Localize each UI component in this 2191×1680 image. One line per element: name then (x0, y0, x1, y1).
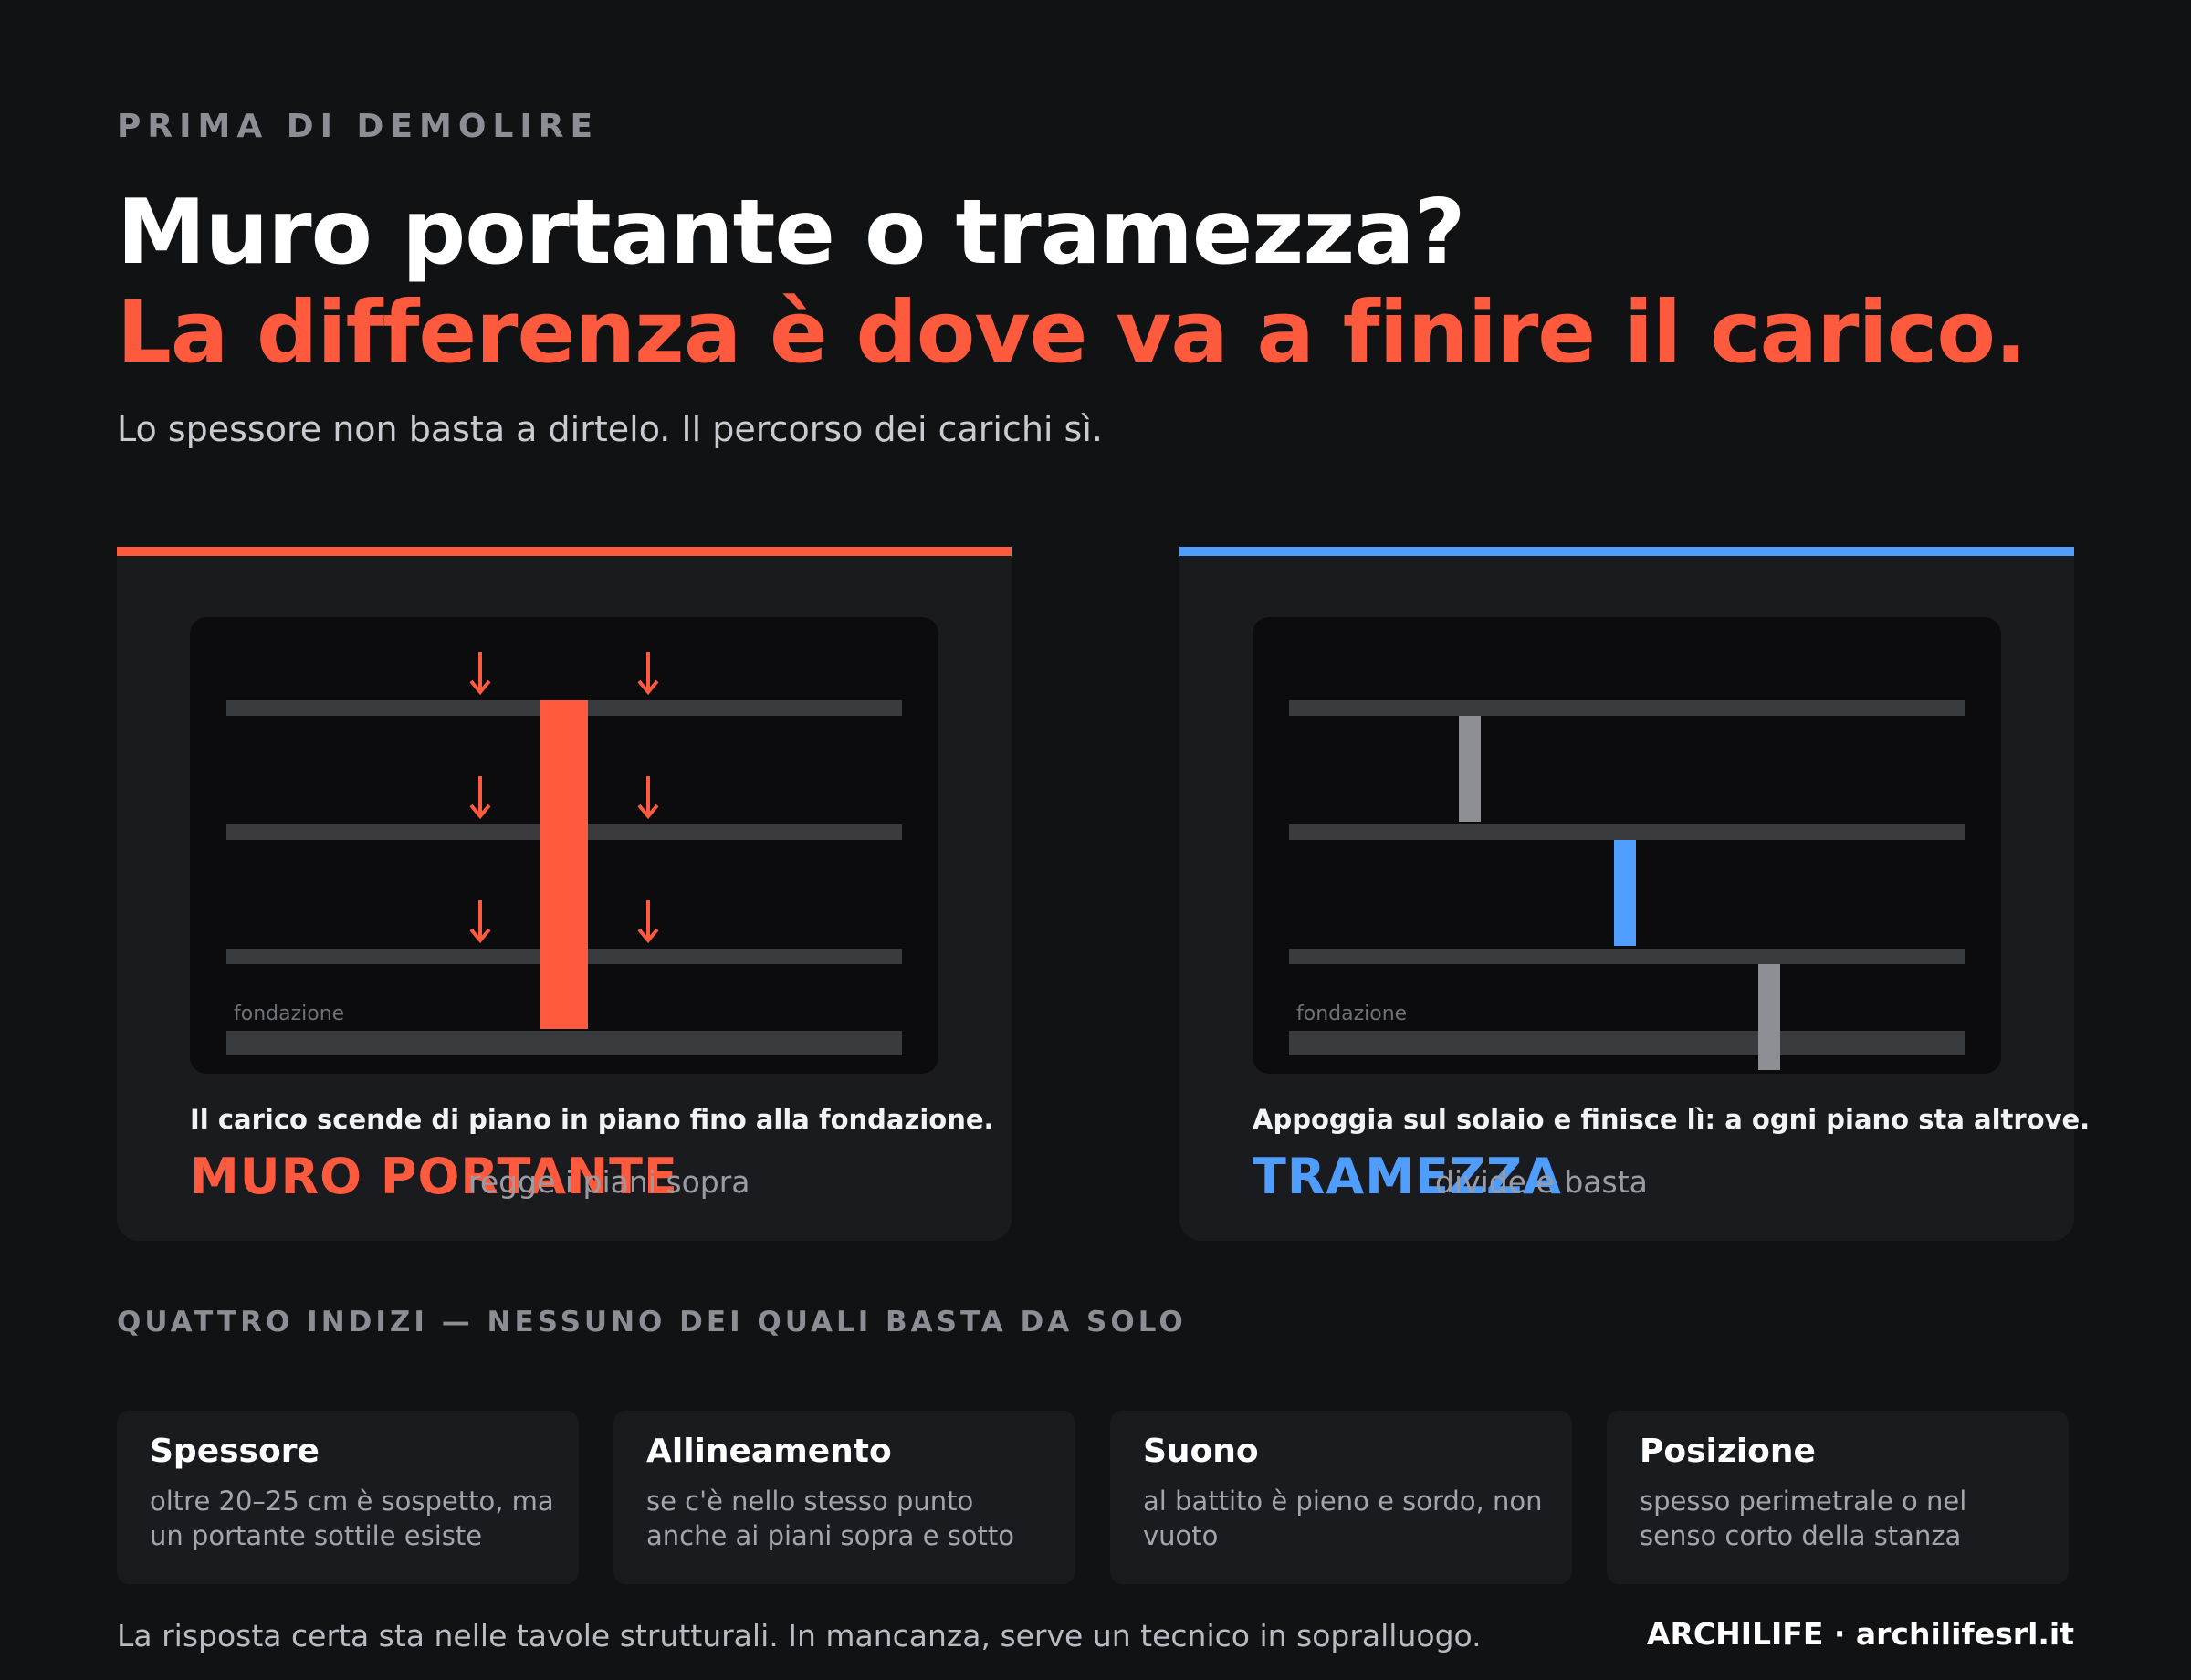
bearing-diagram-svg: fondazione (226, 652, 902, 1055)
slab-floor-1 (1289, 949, 1965, 964)
foundation-slab (1289, 1031, 1965, 1055)
load-arrow-icon (637, 900, 659, 944)
load-arrow-icon (637, 776, 659, 820)
partition-middle (1614, 840, 1636, 946)
clue-description: spesso perimetrale o nel senso corto del… (1640, 1486, 1967, 1551)
load-arrow-icon (469, 652, 491, 696)
partition-diagram-svg: fondazione (1289, 700, 1965, 1070)
clue-title: Suono (1143, 1433, 1259, 1470)
eyebrow: PRIMA DI DEMOLIRE (117, 108, 600, 145)
load-arrow-icon (469, 776, 491, 820)
slab-floor-2 (1289, 824, 1965, 840)
lead-text: Lo spessore non basta a dirtelo. Il perc… (117, 409, 1103, 449)
foundation-label: fondazione (1296, 1003, 1407, 1025)
partition-upper (1459, 716, 1481, 822)
title-answer: La differenza è dove va a finire il cari… (117, 283, 2028, 383)
bearing-caption: Il carico scende di piano in piano fino … (190, 1104, 994, 1135)
partition-diagram: fondazione (1253, 617, 2001, 1074)
clue-card: Allineamento se c'è nello stesso punto a… (613, 1411, 1075, 1584)
clue-title: Posizione (1640, 1433, 1816, 1470)
clue-card: Suono al battito è pieno e sordo, non vu… (1110, 1411, 1572, 1584)
partition-panel: fondazione Appoggia sul solaio e finisce… (1179, 547, 2090, 1241)
brand-link[interactable]: ARCHILIFE · archilifesrl.it (1646, 1616, 2074, 1652)
partition-accent-bar (1179, 547, 2074, 556)
clue-card: Spessore oltre 20–25 cm è sospetto, ma u… (117, 1411, 579, 1584)
bearing-wall-panel: fondazione Il carico scende di piano in … (117, 547, 1012, 1241)
bearing-accent-bar (117, 547, 1012, 556)
footer-note: La risposta certa sta nelle tavole strut… (117, 1618, 1482, 1654)
bearing-name: MURO PORTANTE (190, 1148, 678, 1205)
clue-description: al battito è pieno e sordo, non vuoto (1143, 1486, 1543, 1551)
clue-title: Spessore (150, 1433, 320, 1470)
bearing-diagram: fondazione (190, 617, 938, 1074)
clue-title: Allineamento (646, 1433, 892, 1470)
clue-description: oltre 20–25 cm è sospetto, ma un portant… (150, 1486, 554, 1551)
partition-subtitle: divide e basta (1435, 1164, 1648, 1200)
partition-caption: Appoggia sul solaio e finisce lì: a ogni… (1253, 1104, 2091, 1135)
load-arrow-icon (469, 900, 491, 944)
foundation-label: fondazione (234, 1003, 344, 1025)
clue-description: se c'è nello stesso punto anche ai piani… (646, 1486, 1015, 1551)
slab-floor-3 (1289, 700, 1965, 716)
load-arrow-icon (637, 652, 659, 696)
bearing-wall (540, 700, 588, 1029)
partition-lower (1758, 964, 1780, 1070)
clues-heading: QUATTRO INDIZI — NESSUNO DEI QUALI BASTA… (117, 1306, 1187, 1339)
title-question: Muro portante o tramezza? (117, 181, 1465, 285)
foundation-slab (226, 1031, 902, 1055)
clue-card: Posizione spesso perimetrale o nel senso… (1607, 1411, 2069, 1584)
bearing-subtitle: regge i piani sopra (468, 1164, 750, 1200)
partition-name: TRAMEZZA (1253, 1148, 1562, 1205)
